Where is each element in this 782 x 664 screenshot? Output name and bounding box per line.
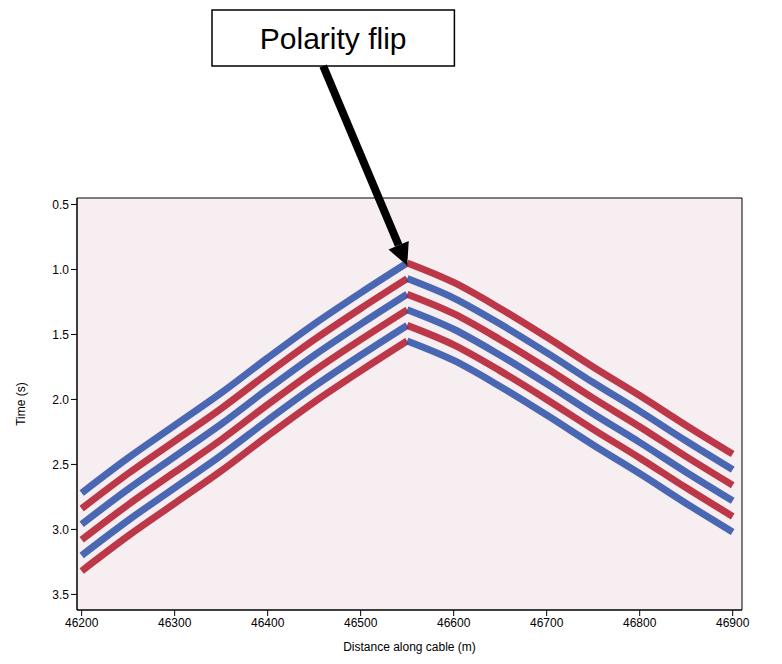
svg-text:1.5: 1.5 <box>52 328 69 342</box>
svg-text:46700: 46700 <box>530 616 564 630</box>
svg-text:3.0: 3.0 <box>52 523 69 537</box>
svg-text:46400: 46400 <box>251 616 285 630</box>
svg-text:46300: 46300 <box>158 616 192 630</box>
svg-text:Polarity flip: Polarity flip <box>260 22 407 55</box>
svg-text:46600: 46600 <box>437 616 471 630</box>
svg-text:2.5: 2.5 <box>52 458 69 472</box>
svg-text:46800: 46800 <box>623 616 657 630</box>
svg-text:1.0: 1.0 <box>52 263 69 277</box>
svg-text:3.5: 3.5 <box>52 588 69 602</box>
svg-text:46200: 46200 <box>65 616 99 630</box>
svg-text:46500: 46500 <box>344 616 378 630</box>
svg-text:0.5: 0.5 <box>52 198 69 212</box>
svg-text:Distance along cable (m): Distance along cable (m) <box>343 640 476 654</box>
svg-text:46900: 46900 <box>716 616 750 630</box>
svg-text:Time (s): Time (s) <box>14 382 28 426</box>
svg-text:2.0: 2.0 <box>52 393 69 407</box>
